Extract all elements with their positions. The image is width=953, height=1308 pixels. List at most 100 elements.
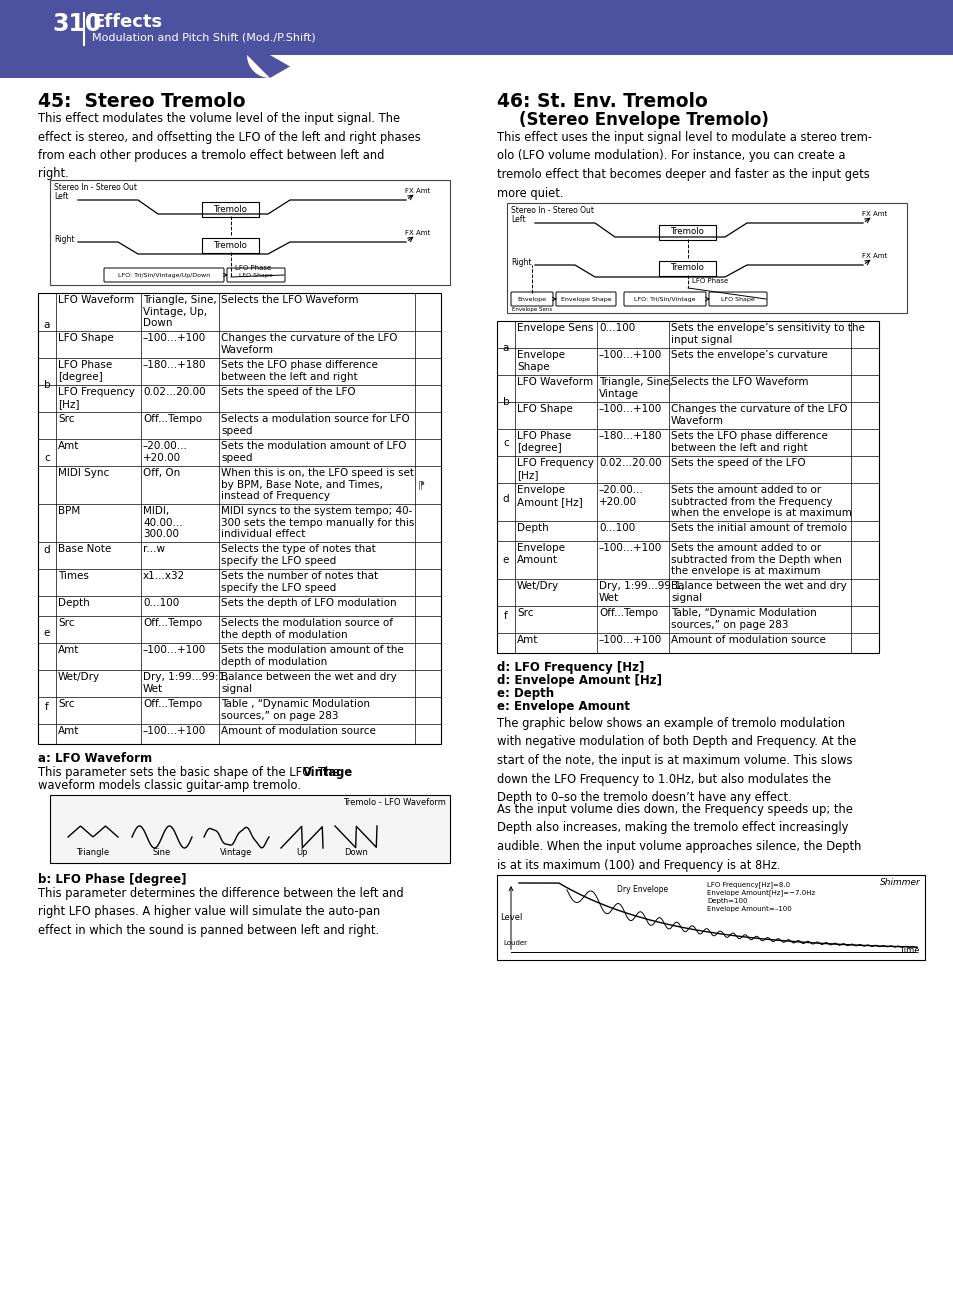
Text: LFO Frequency
[Hz]: LFO Frequency [Hz] bbox=[517, 458, 594, 480]
Text: This effect modulates the volume level of the input signal. The
effect is stereo: This effect modulates the volume level o… bbox=[38, 112, 420, 181]
Text: Triangle, Sine,
Vintage: Triangle, Sine, Vintage bbox=[598, 377, 672, 399]
Text: Sets the number of notes that
specify the LFO speed: Sets the number of notes that specify th… bbox=[221, 572, 377, 593]
Text: –100...+100: –100...+100 bbox=[598, 634, 661, 645]
Text: a: a bbox=[502, 343, 509, 353]
Text: Effects: Effects bbox=[91, 13, 162, 31]
Text: Amount of modulation source: Amount of modulation source bbox=[670, 634, 825, 645]
Text: Right: Right bbox=[54, 235, 74, 245]
Text: FX Amt: FX Amt bbox=[862, 211, 886, 217]
Text: Modulation and Pitch Shift (Mod./P.Shift): Modulation and Pitch Shift (Mod./P.Shift… bbox=[91, 31, 315, 42]
Text: FX Amt: FX Amt bbox=[862, 252, 886, 259]
Text: LFO: Tri/Sin/Vintage/Up/Down: LFO: Tri/Sin/Vintage/Up/Down bbox=[118, 272, 210, 277]
Text: x1...x32: x1...x32 bbox=[143, 572, 185, 581]
Text: –100...+100: –100...+100 bbox=[598, 351, 661, 360]
Bar bbox=[50, 795, 450, 863]
FancyBboxPatch shape bbox=[202, 201, 259, 217]
Text: 46: St. Env. Tremolo: 46: St. Env. Tremolo bbox=[497, 92, 707, 111]
Text: –100...+100: –100...+100 bbox=[143, 334, 206, 343]
Text: LFO Frequency[Hz]=8.0
Envelope Amount[Hz]=−7.0Hz
Depth=100
Envelope Amount=–100: LFO Frequency[Hz]=8.0 Envelope Amount[Hz… bbox=[706, 882, 814, 913]
Text: LFO Frequency
[Hz]: LFO Frequency [Hz] bbox=[58, 387, 134, 408]
Text: Off...Tempo: Off...Tempo bbox=[143, 617, 202, 628]
Text: LFO: Tri/Sin/Vintage: LFO: Tri/Sin/Vintage bbox=[634, 297, 695, 302]
Text: Wet/Dry: Wet/Dry bbox=[58, 672, 100, 681]
Text: a: a bbox=[44, 320, 51, 331]
Text: Sets the amount added to or
subtracted from the Frequency
when the envelope is a: Sets the amount added to or subtracted f… bbox=[670, 485, 851, 518]
Text: Sets the envelope’s sensitivity to the
input signal: Sets the envelope’s sensitivity to the i… bbox=[670, 323, 864, 344]
Text: Amt: Amt bbox=[58, 645, 79, 655]
Text: –100...+100: –100...+100 bbox=[598, 404, 661, 415]
Text: –20.00...
+20.00: –20.00... +20.00 bbox=[143, 441, 188, 463]
Text: Sets the speed of the LFO: Sets the speed of the LFO bbox=[221, 387, 355, 398]
Text: Dry, 1:99...99:1,
Wet: Dry, 1:99...99:1, Wet bbox=[598, 581, 684, 603]
Text: Stereo In - Stereo Out: Stereo In - Stereo Out bbox=[511, 205, 594, 215]
Text: Tremolo: Tremolo bbox=[670, 263, 704, 272]
FancyBboxPatch shape bbox=[511, 292, 553, 306]
Text: 310: 310 bbox=[52, 12, 101, 37]
Text: ⁋: ⁋ bbox=[417, 480, 424, 490]
Text: r...w: r...w bbox=[143, 544, 165, 555]
Text: f: f bbox=[45, 702, 49, 712]
Text: LFO Waveform: LFO Waveform bbox=[58, 296, 134, 305]
Text: 0.02...20.00: 0.02...20.00 bbox=[143, 387, 206, 398]
Text: FX Amt: FX Amt bbox=[405, 188, 430, 194]
Bar bbox=[50, 181, 450, 285]
Text: LFO Shape: LFO Shape bbox=[239, 272, 273, 277]
Text: Table, “Dynamic Modulation
sources,” on page 283: Table, “Dynamic Modulation sources,” on … bbox=[670, 608, 816, 629]
Text: Tremolo: Tremolo bbox=[213, 241, 248, 250]
FancyBboxPatch shape bbox=[227, 268, 285, 283]
Text: Sets the depth of LFO modulation: Sets the depth of LFO modulation bbox=[221, 598, 396, 608]
Bar bbox=[497, 320, 878, 653]
Text: BPM: BPM bbox=[58, 506, 80, 515]
Text: Depth: Depth bbox=[517, 523, 548, 532]
Text: Selects the modulation source of
the depth of modulation: Selects the modulation source of the dep… bbox=[221, 617, 393, 640]
Text: LFO Shape: LFO Shape bbox=[517, 404, 572, 415]
Text: –180...+180: –180...+180 bbox=[598, 432, 661, 441]
Text: FX Amt: FX Amt bbox=[405, 230, 430, 235]
Text: e: e bbox=[44, 628, 51, 638]
FancyBboxPatch shape bbox=[104, 268, 224, 283]
Text: Tremolo: Tremolo bbox=[213, 204, 248, 213]
Text: e: Depth: e: Depth bbox=[497, 687, 554, 700]
Text: a: LFO Waveform: a: LFO Waveform bbox=[38, 752, 152, 765]
Text: Envelope
Shape: Envelope Shape bbox=[517, 351, 564, 371]
Text: This parameter determines the difference between the left and
right LFO phases. : This parameter determines the difference… bbox=[38, 887, 403, 937]
Text: MIDI Sync: MIDI Sync bbox=[58, 468, 110, 477]
Text: Vintage: Vintage bbox=[220, 848, 253, 857]
Text: Tremolo - LFO Waveform: Tremolo - LFO Waveform bbox=[343, 798, 446, 807]
Text: This parameter sets the basic shape of the LFO. The: This parameter sets the basic shape of t… bbox=[38, 766, 343, 780]
FancyBboxPatch shape bbox=[659, 260, 716, 276]
Text: Time: Time bbox=[899, 946, 919, 955]
Text: Vintage: Vintage bbox=[303, 766, 353, 780]
Text: Off...Tempo: Off...Tempo bbox=[143, 698, 202, 709]
Text: Envelope Sens: Envelope Sens bbox=[517, 323, 593, 334]
FancyBboxPatch shape bbox=[708, 292, 766, 306]
Text: waveform models classic guitar-amp tremolo.: waveform models classic guitar-amp tremo… bbox=[38, 780, 300, 793]
Text: Selects the type of notes that
specify the LFO speed: Selects the type of notes that specify t… bbox=[221, 544, 375, 565]
Text: Left: Left bbox=[54, 192, 69, 201]
Text: MIDI syncs to the system tempo; 40-
300 sets the tempo manually for this
individ: MIDI syncs to the system tempo; 40- 300 … bbox=[221, 506, 414, 539]
Text: d: LFO Frequency [Hz]: d: LFO Frequency [Hz] bbox=[497, 661, 643, 674]
Text: Dry, 1:99...99:1,
Wet: Dry, 1:99...99:1, Wet bbox=[143, 672, 229, 693]
Text: Selects the LFO Waveform: Selects the LFO Waveform bbox=[221, 296, 358, 305]
Bar bbox=[0, 0, 953, 55]
Text: Wet/Dry: Wet/Dry bbox=[517, 581, 558, 591]
Text: –100...+100: –100...+100 bbox=[143, 645, 206, 655]
Text: Envelope: Envelope bbox=[517, 297, 546, 302]
Text: Sets the initial amount of tremolo: Sets the initial amount of tremolo bbox=[670, 523, 846, 532]
Text: Off...Tempo: Off...Tempo bbox=[143, 415, 202, 424]
Text: –180...+180: –180...+180 bbox=[143, 360, 206, 370]
Text: Shimmer: Shimmer bbox=[880, 878, 920, 887]
Text: –20.00...
+20.00: –20.00... +20.00 bbox=[598, 485, 643, 506]
Text: Envelope Sens: Envelope Sens bbox=[512, 307, 552, 313]
Text: Times: Times bbox=[58, 572, 89, 581]
Text: Balance between the wet and dry
signal: Balance between the wet and dry signal bbox=[670, 581, 846, 603]
Text: Triangle, Sine,
Vintage, Up,
Down: Triangle, Sine, Vintage, Up, Down bbox=[143, 296, 216, 328]
Text: 0...100: 0...100 bbox=[598, 323, 635, 334]
Text: LFO Shape: LFO Shape bbox=[720, 297, 754, 302]
Text: Sets the modulation amount of the
depth of modulation: Sets the modulation amount of the depth … bbox=[221, 645, 403, 667]
Text: Changes the curvature of the LFO
Waveform: Changes the curvature of the LFO Wavefor… bbox=[221, 334, 397, 354]
FancyBboxPatch shape bbox=[202, 238, 259, 252]
Text: Sets the envelope’s curvature: Sets the envelope’s curvature bbox=[670, 351, 827, 360]
Polygon shape bbox=[0, 55, 310, 78]
Text: Src: Src bbox=[517, 608, 533, 617]
